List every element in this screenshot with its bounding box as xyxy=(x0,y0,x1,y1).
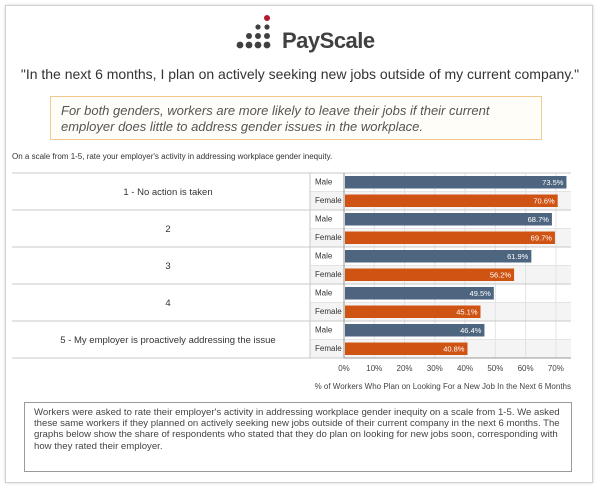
data-label: 61.9% xyxy=(507,252,529,261)
data-label: 68.7% xyxy=(528,215,550,224)
bar-male xyxy=(345,176,567,189)
series-label: Male xyxy=(315,289,333,298)
x-tick-label: 10% xyxy=(366,364,382,373)
logo-dot xyxy=(254,41,262,49)
bar-female xyxy=(345,305,481,318)
logo-dot xyxy=(255,33,261,39)
series-label: Female xyxy=(315,307,342,316)
series-label: Female xyxy=(315,344,342,353)
logo-dot xyxy=(263,41,271,49)
data-label: 40.8% xyxy=(443,344,465,353)
series-label: Female xyxy=(315,196,342,205)
category-label: 4 xyxy=(165,298,170,309)
data-label: 69.7% xyxy=(531,233,553,242)
logo-dots-icon xyxy=(236,15,271,49)
bar-male xyxy=(345,324,485,337)
category-label: 3 xyxy=(165,261,170,272)
bar-female xyxy=(345,231,555,244)
logo-dot xyxy=(264,33,270,39)
data-label: 73.5% xyxy=(542,178,564,187)
survey-statement: "In the next 6 months, I plan on activel… xyxy=(20,66,580,82)
bar-female xyxy=(345,268,515,281)
logo-dot xyxy=(264,24,270,30)
category-label: 2 xyxy=(165,224,170,235)
logo-dot xyxy=(245,41,253,49)
data-label: 56.2% xyxy=(490,270,512,279)
data-label: 49.5% xyxy=(470,289,492,298)
x-tick-label: 0% xyxy=(338,364,350,373)
series-label: Female xyxy=(315,233,342,242)
bar-male xyxy=(345,213,552,226)
data-label: 46.4% xyxy=(460,326,482,335)
series-label: Male xyxy=(315,215,333,224)
category-label: 1 - No action is taken xyxy=(123,187,212,198)
series-label: Male xyxy=(315,178,333,187)
key-finding-callout: For both genders, workers are more likel… xyxy=(50,96,542,140)
survey-question: On a scale from 1-5, rate your employer'… xyxy=(12,152,333,161)
data-label: 70.6% xyxy=(533,196,555,205)
logo-dot xyxy=(236,41,244,49)
methodology-note: Workers were asked to rate their employe… xyxy=(24,402,572,472)
data-label: 45.1% xyxy=(456,307,478,316)
bar-male xyxy=(345,250,532,263)
logo-accent-dot xyxy=(264,15,270,21)
logo-dot xyxy=(255,24,261,30)
logo-dot xyxy=(246,33,252,39)
x-tick-label: 70% xyxy=(548,364,564,373)
bar-female xyxy=(345,342,468,355)
bar-female xyxy=(345,194,558,207)
series-label: Male xyxy=(315,252,333,261)
category-label: 5 - My employer is proactively addressin… xyxy=(60,335,275,346)
payscale-logo: PayScale xyxy=(236,14,376,54)
x-tick-label: 30% xyxy=(427,364,443,373)
bar-male xyxy=(345,287,494,300)
bar-chart: 1 - No action is taken Male 73.5% Female 70.… xyxy=(12,172,571,391)
logo-text: PayScale xyxy=(282,28,375,53)
series-label: Male xyxy=(315,326,333,335)
x-tick-label: 20% xyxy=(397,364,413,373)
series-label: Female xyxy=(315,270,342,279)
x-tick-label: 60% xyxy=(518,364,534,373)
infographic-frame xyxy=(5,5,593,483)
x-axis-title: % of Workers Who Plan on Looking For a N… xyxy=(315,382,571,391)
x-tick-label: 40% xyxy=(457,364,473,373)
x-tick-label: 50% xyxy=(487,364,503,373)
